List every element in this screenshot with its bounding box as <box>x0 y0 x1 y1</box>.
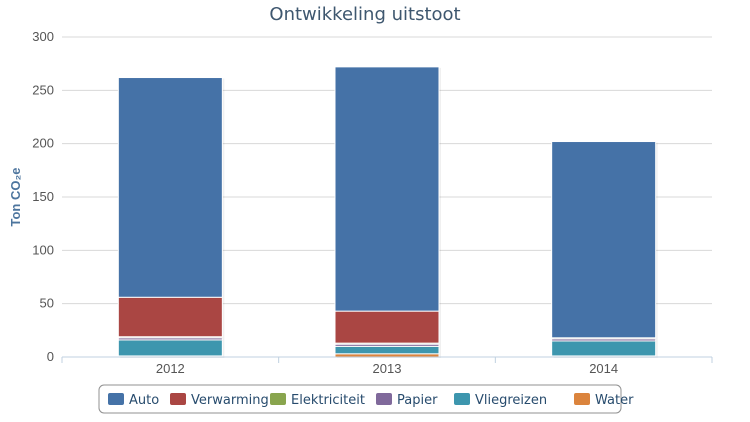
legend-item-papier[interactable]: Papier <box>376 393 438 408</box>
bar-segment-verwarming-2013[interactable] <box>334 310 440 344</box>
y-tick-label: 0 <box>47 349 54 364</box>
legend-frame <box>98 384 622 414</box>
bar-segment-vliegreizen-2013[interactable] <box>334 345 440 355</box>
bar-segment-verwarming-2012[interactable] <box>117 296 223 338</box>
chart-title: Ontwikkeling uitstoot <box>269 4 460 25</box>
y-axis-ticks: 0 50 100 150 200 250 300 <box>32 29 54 364</box>
x-tick-label: 2012 <box>156 361 185 376</box>
legend-label: Water <box>595 393 634 408</box>
bar-segment-auto-2012[interactable] <box>117 77 223 298</box>
legend-swatch <box>376 393 392 405</box>
legend-swatch <box>170 393 186 405</box>
legend-label: Vliegreizen <box>475 393 547 408</box>
bar-segment-vliegreizen-2012[interactable] <box>117 339 223 357</box>
legend[interactable]: Auto Verwarming Elektriciteit Papier Vliegre… <box>98 384 634 414</box>
x-axis-ticks: 2012 2013 2014 <box>61 357 713 376</box>
y-tick-label: 50 <box>40 296 54 311</box>
bar-segment-vliegreizen-2014[interactable] <box>551 340 657 357</box>
legend-label: Elektriciteit <box>291 393 365 408</box>
legend-label: Papier <box>397 393 438 408</box>
legend-item-vliegreizen[interactable]: Vliegreizen <box>454 393 547 408</box>
legend-item-verwarming[interactable]: Verwarming <box>170 393 269 408</box>
x-tick-label: 2013 <box>373 361 402 376</box>
legend-swatch <box>454 393 470 405</box>
x-tick-label: 2014 <box>589 361 618 376</box>
y-tick-label: 250 <box>32 82 54 97</box>
legend-label: Auto <box>129 393 159 408</box>
legend-item-auto[interactable]: Auto <box>108 393 159 408</box>
y-tick-label: 100 <box>32 242 54 257</box>
y-axis-label: Ton CO₂e <box>8 168 23 227</box>
legend-item-elektriciteit[interactable]: Elektriciteit <box>270 393 365 408</box>
legend-swatch <box>270 393 286 405</box>
legend-item-water[interactable]: Water <box>574 393 634 408</box>
bar-segment-auto-2013[interactable] <box>334 66 440 312</box>
y-tick-label: 200 <box>32 136 54 151</box>
bars <box>117 66 658 358</box>
legend-swatch <box>574 393 590 405</box>
legend-label: Verwarming <box>191 393 269 408</box>
y-tick-label: 150 <box>32 189 54 204</box>
legend-swatch <box>108 393 124 405</box>
y-tick-label: 300 <box>32 29 54 44</box>
bar-segment-auto-2014[interactable] <box>551 141 657 339</box>
